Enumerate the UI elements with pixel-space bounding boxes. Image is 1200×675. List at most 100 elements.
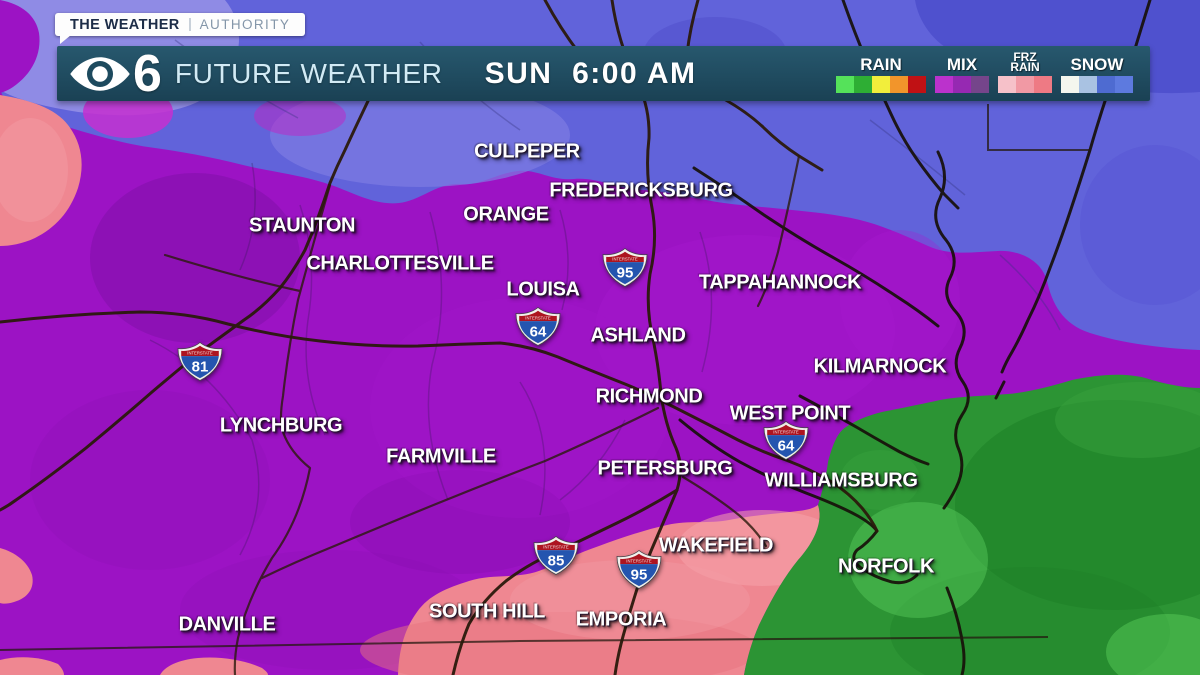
legend-swatches [935, 75, 989, 93]
mix-bright-patch [370, 298, 670, 518]
legend-swatch [854, 75, 872, 93]
city-label-farmville: FARMVILLE [386, 445, 496, 468]
mix-dark-patch [90, 173, 300, 343]
city-label-lynchburg: LYNCHBURG [219, 414, 343, 437]
header-bar: 6 FUTURE WEATHER SUN 6:00 AM RAIN MIX FRZ R… [57, 46, 1150, 101]
legend-group-mix: MIX [935, 56, 989, 93]
legend-swatch [836, 75, 854, 93]
legend-group-frz-rain: FRZ RAIN [998, 49, 1052, 93]
mix-patch [0, 0, 40, 93]
legend-swatch [1034, 75, 1052, 93]
legend-swatch [1097, 75, 1115, 93]
legend-swatch [935, 75, 953, 93]
legend-label: FRZ RAIN [1010, 49, 1040, 74]
banner-right-label: AUTHORITY [199, 17, 291, 32]
frz-dark-patch [360, 612, 760, 675]
freezing-rain-blob [0, 657, 64, 675]
legend-swatches [1061, 75, 1133, 93]
svg-text:INTERSTATE: INTERSTATE [626, 559, 652, 564]
banner-divider [188, 18, 191, 31]
banner-left-label: THE WEATHER [70, 16, 180, 33]
legend-swatch [872, 75, 890, 93]
highways [0, 0, 879, 675]
freezing-rain-blob [160, 657, 268, 675]
secondary-roads [163, 154, 801, 675]
mix-bright-patch [595, 235, 895, 425]
rain-dark-patch [955, 400, 1200, 610]
legend-swatch [1061, 75, 1079, 93]
svg-text:INTERSTATE: INTERSTATE [187, 351, 213, 356]
frz-light-patch [0, 118, 68, 222]
svg-text:INTERSTATE: INTERSTATE [773, 430, 799, 435]
city-label-williamsburg: WILLIAMSBURG [764, 469, 918, 492]
legend-swatches [998, 75, 1052, 93]
svg-text:95: 95 [631, 567, 648, 584]
cbs-eye-icon [70, 56, 130, 91]
svg-text:64: 64 [530, 324, 547, 341]
city-label-culpeper: CULPEPER [474, 140, 580, 163]
city-label-south-hill: SOUTH HILL [429, 600, 545, 623]
city-label-petersburg: PETERSBURG [597, 457, 733, 480]
city-label-west-point: WEST POINT [729, 402, 851, 425]
legend-group-rain: RAIN [836, 56, 926, 93]
city-label-kilmarnock: KILMARNOCK [813, 355, 947, 378]
interstate-64-shield-icon: INTERSTATE 64 [763, 420, 809, 466]
city-label-charlottesville: CHARLOTTESVILLE [306, 252, 494, 275]
legend-swatch [971, 75, 989, 93]
weather-authority-banner: THE WEATHER AUTHORITY [55, 13, 306, 44]
legend-swatch [998, 75, 1016, 93]
city-label-louisa: LOUISA [506, 278, 580, 301]
interstate-95-shield-icon: INTERSTATE 95 [602, 247, 648, 293]
svg-text:85: 85 [548, 553, 565, 570]
page-title: FUTURE WEATHER [174, 57, 443, 89]
mix-dark-patch [350, 470, 570, 574]
legend-label: MIX [946, 54, 978, 74]
cbs6-logo: 6 [69, 48, 162, 100]
city-label-ashland: ASHLAND [590, 324, 686, 347]
frz-light-patch [510, 560, 750, 640]
legend-swatch [953, 75, 971, 93]
svg-text:64: 64 [778, 438, 795, 455]
state-borders [0, 104, 1090, 651]
legend-group-snow: SNOW [1061, 56, 1133, 93]
rain-light-patch [1055, 382, 1200, 458]
freezing-rain-blob [0, 548, 33, 604]
city-label-norfolk: NORFOLK [837, 555, 935, 578]
svg-text:INTERSTATE: INTERSTATE [543, 545, 569, 550]
svg-text:95: 95 [617, 265, 634, 282]
legend-label: RAIN [860, 54, 902, 74]
rain-light-patch [840, 450, 920, 510]
legend-swatch [890, 75, 908, 93]
city-label-tappahannock: TAPPAHANNOCK [698, 271, 862, 294]
svg-text:81: 81 [192, 359, 209, 376]
coastline [678, 0, 1152, 675]
city-label-staunton: STAUNTON [248, 214, 356, 237]
mix-dark-patch [30, 390, 270, 570]
interstate-64-shield-icon: INTERSTATE 64 [515, 306, 561, 352]
svg-text:INTERSTATE: INTERSTATE [612, 257, 638, 262]
rain-light-patch [1106, 614, 1200, 675]
interstate-81-shield-icon: INTERSTATE 81 [177, 341, 223, 387]
svg-text:INTERSTATE: INTERSTATE [525, 316, 551, 321]
legend-swatch [1016, 75, 1034, 93]
interstate-85-shield-icon: INTERSTATE 85 [533, 535, 579, 581]
interstate-95-shield-icon: INTERSTATE 95 [616, 549, 662, 595]
city-label-wakefield: WAKEFIELD [658, 534, 774, 557]
snow-dark-patch [1080, 145, 1200, 305]
legend-swatch [1115, 75, 1133, 93]
legend-label: SNOW [1070, 54, 1124, 74]
station-number: 6 [133, 44, 162, 103]
city-label-danville: DANVILLE [178, 613, 276, 636]
city-label-orange: ORANGE [463, 203, 549, 226]
rain-light-patch [848, 502, 988, 618]
freezing-rain-blob [0, 95, 82, 246]
legend-swatch [908, 75, 926, 93]
forecast-timestamp: SUN 6:00 AM [484, 56, 697, 90]
city-label-emporia: EMPORIA [575, 608, 667, 631]
snow-light-patch [270, 83, 570, 187]
legend-swatch [1079, 75, 1097, 93]
legend-swatches [836, 75, 926, 93]
city-label-fredericksburg: FREDERICKSBURG [549, 179, 733, 202]
city-label-richmond: RICHMOND [595, 385, 703, 408]
